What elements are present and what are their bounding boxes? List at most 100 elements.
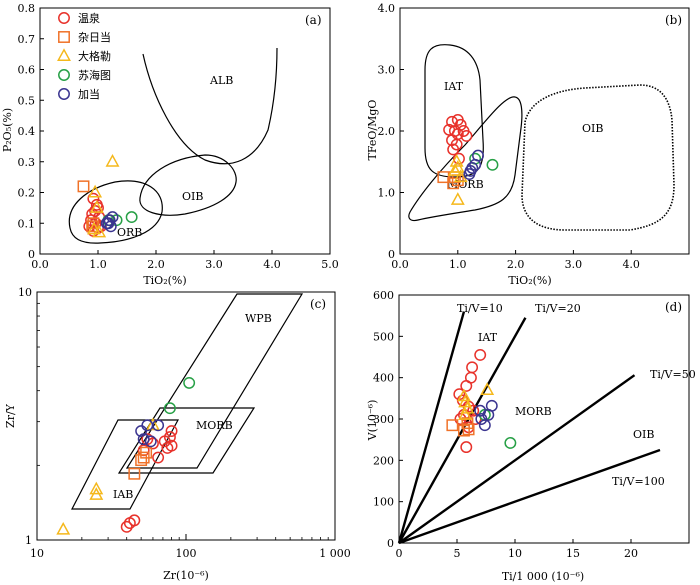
legend-label-3: 苏海图 — [78, 68, 111, 82]
x-tick-label-b-2: 2.0 — [507, 258, 525, 271]
field-morb-c — [117, 407, 256, 474]
x-tick-label-a-2: 2.0 — [147, 258, 165, 271]
x-tick-label-d-0: 0 — [396, 547, 403, 560]
data-point-c-杂日当-3 — [135, 454, 148, 467]
x-axis-label-b: TiO₂(%) — [508, 274, 551, 287]
data-point-c-温泉-11 — [128, 514, 141, 527]
x-axis-label-d: Ti/1 000 (10⁻⁶) — [502, 570, 584, 583]
y-axis-label-b: TFeO/MgO — [366, 100, 379, 161]
x-tick-label-a-1: 1.0 — [89, 258, 107, 271]
field-label-oib-d: OIB — [633, 428, 654, 441]
data-point-d-杂日当-3 — [461, 417, 474, 430]
data-point-a-加当-4 — [100, 217, 113, 230]
x-tick-label-a-5: 5.0 — [321, 258, 339, 271]
data-point-d-加当-3 — [478, 419, 491, 432]
ratio-line-100 — [398, 448, 661, 545]
x-tick-label-d-2: 10 — [508, 547, 522, 560]
ratio-line-20 — [397, 317, 527, 544]
legend-label-2: 大格勒 — [78, 49, 111, 63]
data-point-b-大格勒-0 — [449, 153, 464, 167]
data-point-d-温泉-11 — [460, 441, 473, 454]
data-point-c-杂日当-0 — [128, 467, 141, 480]
data-point-a-大格勒-4 — [92, 224, 107, 238]
y-tick-label-d-3: 300 — [373, 413, 394, 426]
y-tick-label-b-2: 2.0 — [378, 125, 396, 138]
y-tick-label-a-4: 0.4 — [18, 125, 36, 138]
data-point-b-大格勒-2 — [447, 163, 462, 176]
data-point-b-大格勒-1 — [450, 160, 465, 173]
y-axis-label-c: Zr/Y — [4, 403, 17, 428]
panel-b: (b) IAT OIB MORB 0.0 1.0 2.0 3.0 4.001.02.03… — [366, 2, 690, 287]
field-label-iat-b: IAT — [444, 80, 464, 93]
data-point-c-大格勒-3 — [145, 417, 160, 431]
legend-label-0: 温泉 — [78, 11, 100, 25]
points-a — [77, 153, 138, 238]
data-point-d-温泉-1 — [466, 361, 479, 374]
x-axis-label-c: Zr(10⁻⁶) — [163, 569, 209, 582]
y-tick-label-d-4: 400 — [373, 372, 394, 385]
y-tick-label-a-6: 0.6 — [18, 64, 36, 77]
ratio-lines-d: Ti/V=10 Ti/V=20 Ti/V=50 Ti/V=100 — [397, 302, 696, 545]
field-label-morb-d: MORB — [515, 405, 552, 418]
x-tick-label-c-0: 10 — [30, 547, 44, 560]
legend-label-1: 杂日当 — [78, 30, 111, 44]
data-point-a-杂日当-1 — [87, 217, 100, 230]
data-point-d-温泉-3 — [460, 379, 473, 392]
plot-frame-d — [398, 294, 690, 544]
panel-d: (d) Ti/V=10 Ti/V=20 Ti/V=50 Ti/V=100 IAT MO… — [366, 289, 696, 583]
data-point-b-温泉-10 — [447, 143, 460, 156]
field-iat-b — [424, 44, 484, 178]
ratio-line-10 — [397, 311, 466, 544]
legend-marker-4 — [58, 88, 70, 100]
y-tick-label-d-1: 100 — [373, 496, 394, 509]
data-point-c-温泉-9 — [120, 520, 133, 533]
data-point-b-大格勒-3 — [450, 192, 465, 205]
data-point-a-杂日当-0 — [77, 180, 90, 193]
y-tick-label-d-0: 0 — [387, 537, 394, 550]
panel-a: (a) ALB OIB ORB 0.0 1.0 2.0 3.0 4.0 5.000.10.… — [1, 2, 339, 287]
data-point-c-加当-4 — [144, 435, 157, 448]
data-point-d-杂日当-0 — [446, 419, 459, 432]
data-point-c-温泉-6 — [152, 451, 165, 464]
data-point-c-温泉-4 — [165, 439, 178, 452]
y-axis-label-a: P₂O₅(%) — [1, 108, 14, 152]
data-point-a-温泉-0 — [87, 192, 100, 205]
y-tick-label-d-6: 600 — [373, 289, 394, 302]
plot-frame-c — [36, 291, 336, 541]
field-label-iab: IAB — [113, 488, 133, 501]
field-label-oib-b: OIB — [582, 122, 603, 135]
x-tick-label-c-2: 1 000 — [319, 547, 351, 560]
ratio-line-label-20: Ti/V=20 — [535, 302, 581, 315]
ratio-line-50 — [398, 374, 636, 544]
field-alb — [142, 47, 278, 165]
legend-marker-0 — [58, 12, 70, 24]
x-tick-label-c-1: 100 — [176, 547, 197, 560]
field-oib-a — [139, 154, 237, 216]
field-label-iat-d: IAT — [478, 331, 498, 344]
data-point-c-苏海图-1 — [163, 402, 176, 415]
points-b — [437, 113, 499, 205]
x-tick-label-b-0: 0.0 — [391, 258, 409, 271]
data-point-b-苏海图-0 — [486, 158, 499, 171]
ratio-line-label-10: Ti/V=10 — [457, 302, 503, 315]
y-tick-label-d-5: 500 — [373, 330, 394, 343]
ratio-line-label-100: Ti/V=100 — [612, 475, 665, 488]
data-point-c-温泉-0 — [165, 425, 178, 437]
field-morb-b — [408, 96, 523, 222]
data-point-b-加当-4 — [469, 158, 482, 171]
x-tick-label-d-4: 20 — [624, 547, 638, 560]
field-oib-b — [521, 84, 675, 231]
axes-b: 0.0 1.0 2.0 3.0 4.0 0 1.0 2.0 3.0 4.0 — [378, 2, 640, 271]
y-tick-label-b-3: 3.0 — [378, 64, 396, 77]
data-point-d-温泉-0 — [474, 348, 487, 361]
points-c — [56, 376, 196, 535]
x-axis-label-a: TiO₂(%) — [143, 274, 186, 287]
data-point-c-加当-3 — [137, 433, 150, 446]
field-label-orb-a: ORB — [117, 226, 142, 239]
panel-label-d: (d) — [665, 300, 682, 314]
data-point-a-杂日当-2 — [86, 220, 99, 233]
data-point-b-大格勒-4 — [453, 169, 468, 183]
